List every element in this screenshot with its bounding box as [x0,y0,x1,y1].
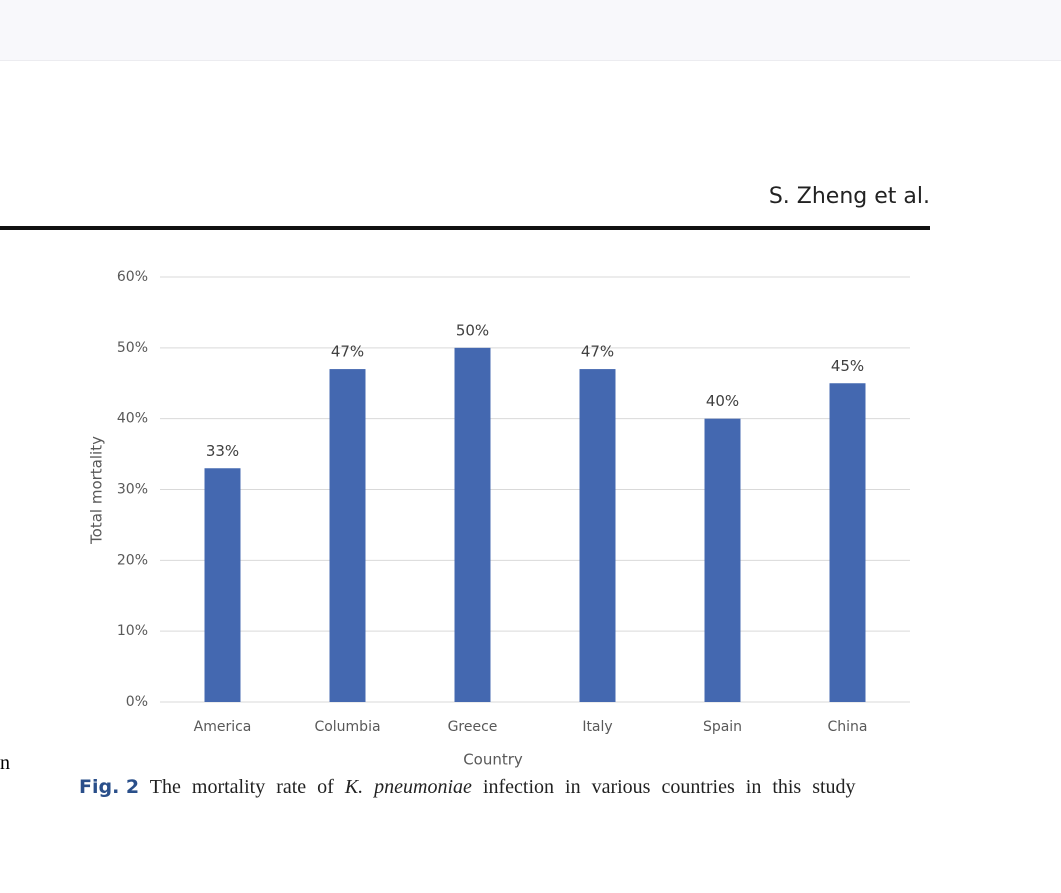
running-header: S. Zheng et al. [768,184,930,209]
y-tick-label: 40% [117,411,148,427]
data-label: 47% [581,343,614,361]
bar [329,369,366,702]
x-tick-label: Columbia [314,719,380,735]
bar [704,418,741,702]
caption-text: The mortality rate of [149,776,334,798]
caption-text: infection in various countries in this s… [482,776,856,798]
x-tick-label: Spain [703,719,742,735]
y-tick-label: 30% [117,482,148,498]
data-label: 33% [206,442,239,460]
margin-text: n [0,752,10,774]
caption-species: K. pneumoniae [344,776,472,798]
y-tick-label: 60% [117,269,148,285]
caption-label: Fig. 2 [79,776,140,798]
x-tick-label: Italy [582,719,612,735]
data-label: 45% [831,357,864,375]
y-tick-label: 0% [126,694,148,710]
x-axis-title: Country [463,751,523,769]
x-tick-label: Greece [448,719,498,735]
y-tick-label: 50% [117,340,148,356]
bar [829,383,866,702]
x-tick-label: China [828,719,868,735]
bar [579,369,616,702]
figure-caption: Fig. 2 The mortality rate of K. pneumoni… [79,770,937,804]
bar [204,468,241,702]
y-axis-title: Total mortality [88,436,106,545]
y-tick-label: 10% [117,623,148,639]
x-tick-label: America [194,719,252,735]
data-label: 47% [331,343,364,361]
header-rule [0,226,930,230]
data-label: 50% [456,321,489,339]
data-label: 40% [706,392,739,410]
y-tick-label: 20% [117,552,148,568]
top-bar [0,0,1061,61]
bar [454,347,491,702]
